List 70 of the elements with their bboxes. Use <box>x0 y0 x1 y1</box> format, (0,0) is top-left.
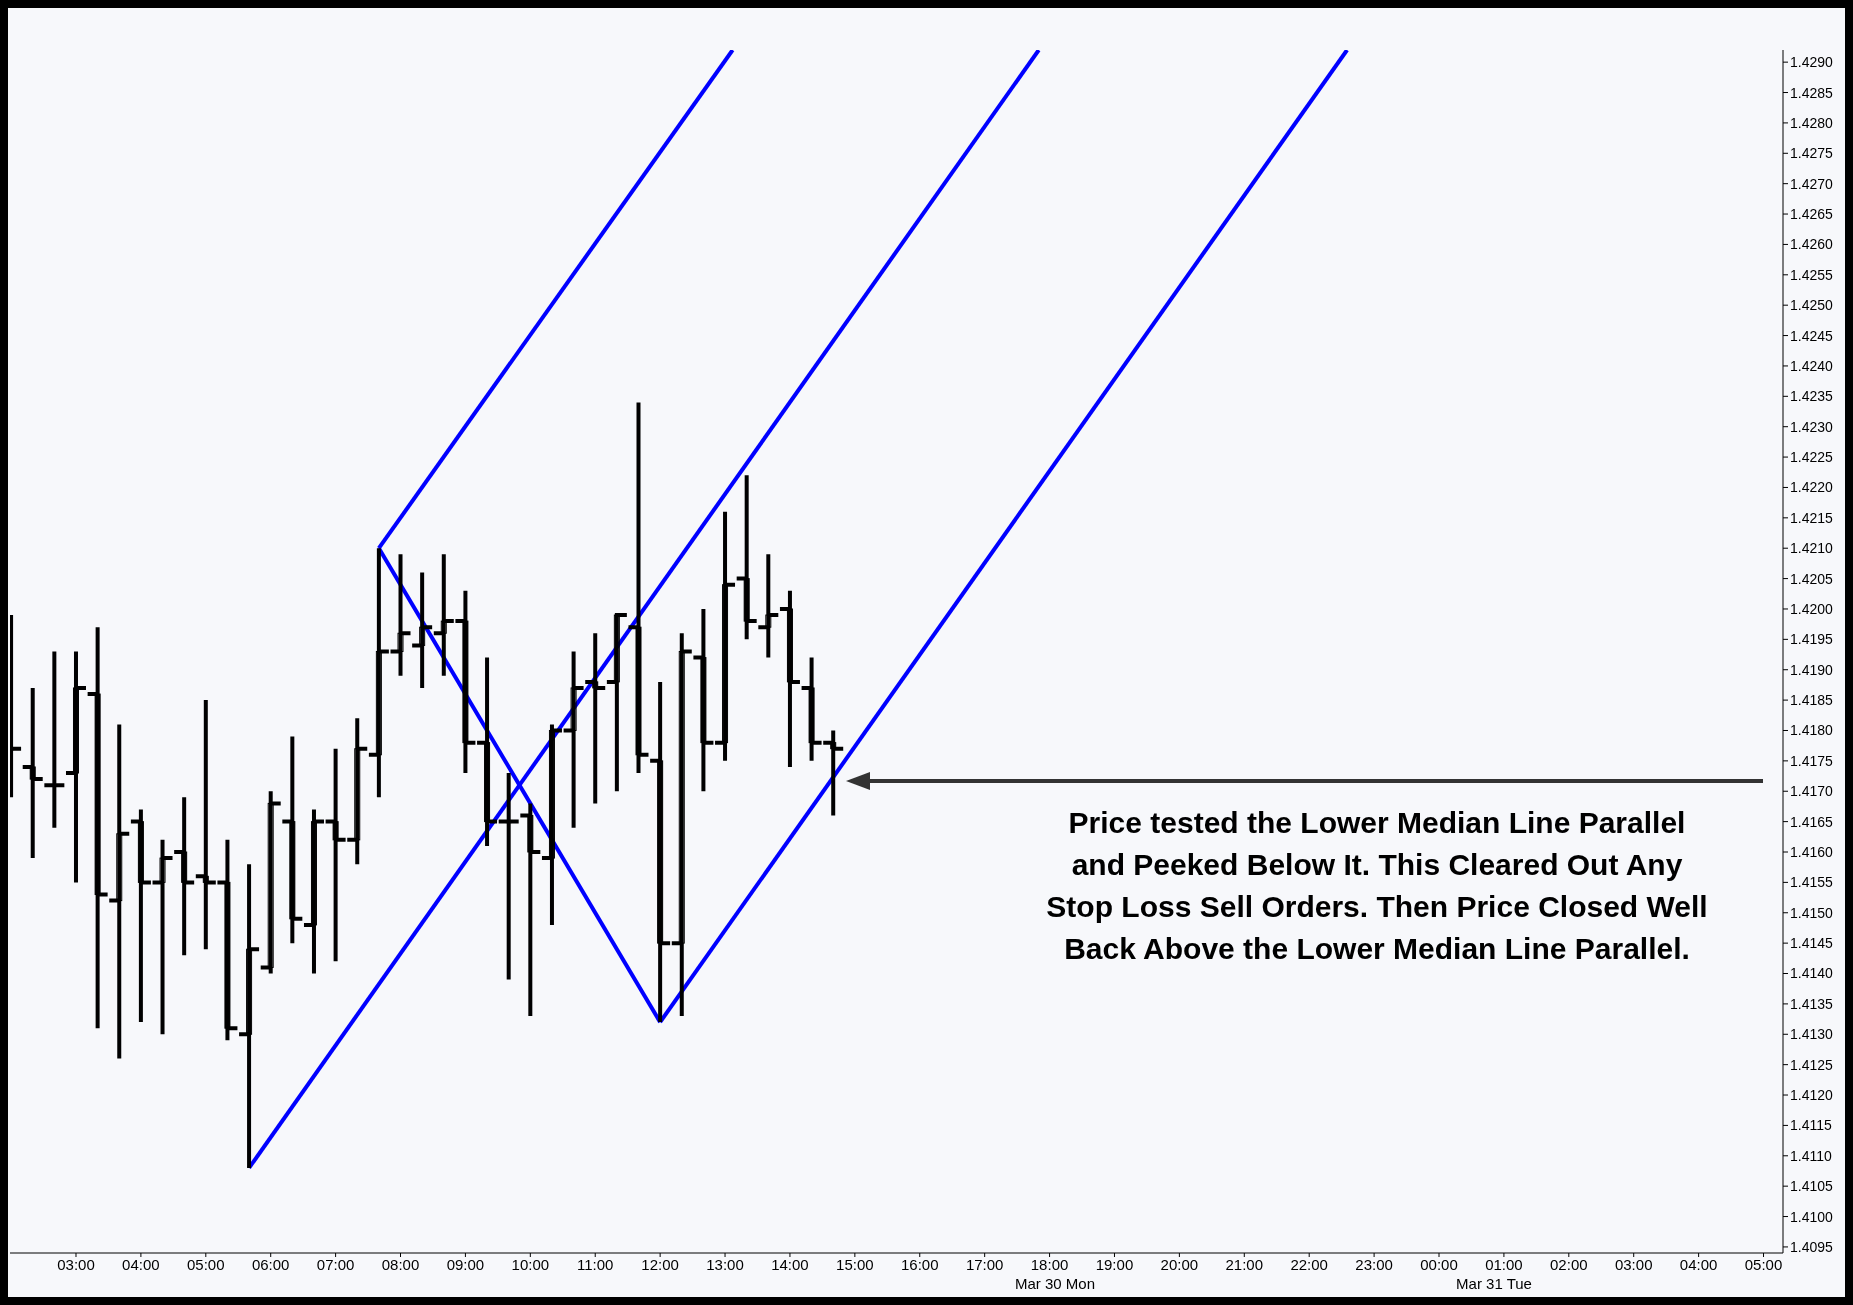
y-tick-label: 1.4140 <box>1790 965 1834 982</box>
y-tick-label: 1.4095 <box>1790 1238 1834 1255</box>
x-tick-label: 07:00 <box>316 1255 355 1273</box>
x-tick-label: 14:00 <box>771 1255 809 1273</box>
y-tick-label: 1.4270 <box>1790 175 1834 192</box>
y-tick-label: 1.4175 <box>1790 752 1834 769</box>
x-tick-label: 18:00 <box>1030 1255 1069 1273</box>
x-tick-label: 04:00 <box>122 1255 160 1273</box>
x-tick-label: 15:00 <box>836 1255 874 1273</box>
x-tick-label: 03:00 <box>57 1255 95 1273</box>
x-tick-label: 23:00 <box>1355 1255 1393 1273</box>
y-tick-label: 1.4285 <box>1790 84 1834 101</box>
x-tick-label: 10:00 <box>511 1255 550 1273</box>
y-tick-label: 1.4185 <box>1790 692 1834 709</box>
y-tick-label: 1.4230 <box>1790 418 1834 435</box>
x-tick-label: 05:00 <box>187 1255 225 1273</box>
text: Mar 31 Tue <box>1456 1275 1532 1292</box>
x-tick-label: 11:00 <box>577 1255 614 1273</box>
x-tick-label: 08:00 <box>381 1255 420 1273</box>
y-tick-label: 1.4200 <box>1790 600 1834 617</box>
text: Mar 30 Mon <box>1014 1275 1096 1292</box>
y-tick-label: 1.4100 <box>1790 1208 1834 1225</box>
x-tick-label: 06:00 <box>251 1255 290 1273</box>
x-tick-label: 17:00 <box>965 1255 1004 1273</box>
y-tick-label: 1.4235 <box>1790 388 1834 405</box>
y-tick-label: 1.4125 <box>1790 1056 1834 1073</box>
y-tick-label: 1.4265 <box>1790 206 1834 223</box>
y-tick-label: 1.4255 <box>1790 266 1834 283</box>
y-tick-label: 1.4115 <box>1790 1117 1832 1134</box>
y-tick-label: 1.4120 <box>1790 1087 1834 1103</box>
y-tick-label: 1.4130 <box>1790 1026 1834 1043</box>
x-tick-label: 05:00 <box>1744 1255 1783 1273</box>
y-tick-label: 1.4180 <box>1790 722 1834 739</box>
x-tick-label: 02:00 <box>1550 1255 1588 1273</box>
x-tick-label: 09:00 <box>446 1255 485 1273</box>
y-tick-label: 1.4135 <box>1790 995 1834 1012</box>
y-tick-label: 1.4290 <box>1790 54 1834 71</box>
y-tick-label: 1.4260 <box>1790 236 1834 253</box>
x-tick-label: 19:00 <box>1095 1255 1134 1273</box>
y-tick-label: 1.4275 <box>1790 145 1834 162</box>
y-tick-label: 1.4280 <box>1790 114 1834 131</box>
y-tick-label: 1.4220 <box>1790 479 1834 496</box>
y-tick-label: 1.4170 <box>1790 783 1834 800</box>
y-tick-label: 1.4190 <box>1790 661 1834 678</box>
x-tick-label: 00:00 <box>1420 1255 1458 1273</box>
y-tick-label: 1.4160 <box>1790 843 1834 860</box>
y-tick-label: 1.4145 <box>1790 935 1834 952</box>
y-tick-label: 1.4205 <box>1790 570 1834 587</box>
x-tick-label: 21:00 <box>1225 1255 1264 1273</box>
y-tick-label: 1.4110 <box>1790 1147 1832 1164</box>
y-tick-label: 1.4165 <box>1790 813 1834 830</box>
x-tick-label: 12:00 <box>641 1255 679 1273</box>
y-tick-label: 1.4150 <box>1790 904 1834 921</box>
x-tick-label: 03:00 <box>1614 1255 1653 1273</box>
x-tick-label: 04:00 <box>1679 1255 1718 1273</box>
x-tick-label: 22:00 <box>1290 1255 1328 1273</box>
x-tick-label: 16:00 <box>900 1255 939 1273</box>
y-tick-label: 1.4240 <box>1790 357 1834 374</box>
y-tick-label: 1.4105 <box>1790 1178 1834 1195</box>
y-tick-label: 1.4210 <box>1790 540 1834 557</box>
x-tick-label: 20:00 <box>1160 1255 1199 1273</box>
y-tick-label: 1.4195 <box>1790 631 1834 648</box>
y-tick-label: 1.4215 <box>1790 509 1834 526</box>
y-tick-label: 1.4155 <box>1790 874 1834 891</box>
y-tick-label: 1.4245 <box>1790 327 1834 344</box>
x-tick-label: 13:00 <box>706 1255 744 1273</box>
y-tick-label: 1.4250 <box>1790 297 1834 314</box>
annotation: Price tested the Lower Median Line Parallel and Peeked Below It. This Cleared Out Any Stop Loss Sell Orders. Then Price Closed Well Back Above the Lower Median Line Parallel. <box>1045 805 1709 967</box>
y-tick-label: 1.4225 <box>1790 449 1834 466</box>
x-tick-label: 01:00 <box>1485 1255 1523 1273</box>
